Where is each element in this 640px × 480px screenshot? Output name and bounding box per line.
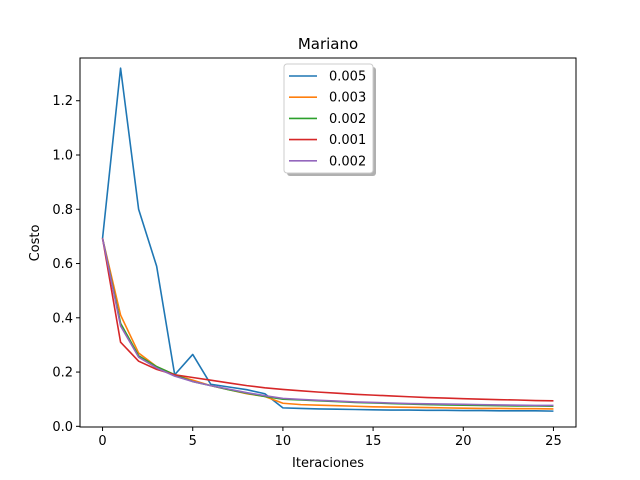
y-tick-label: 0.8: [52, 203, 73, 218]
x-tick-label: 0: [98, 434, 106, 449]
y-tick-label: 1.0: [52, 148, 73, 163]
x-tick-label: 15: [365, 434, 382, 449]
y-tick-label: 0.4: [52, 311, 73, 326]
x-tick-label: 20: [455, 434, 472, 449]
series-line-0: [101, 67, 554, 412]
y-tick-label: 0.6: [52, 257, 73, 272]
x-tick-label: 10: [275, 434, 292, 449]
x-tick-label: 25: [545, 434, 562, 449]
legend: 0.005 0.003 0.002 0.001 0.002: [283, 63, 376, 176]
y-tick-label: 0.0: [52, 420, 73, 435]
legend-label-3: 0.001: [329, 133, 366, 148]
y-tick-label: 1.2: [52, 94, 73, 109]
y-tick-label: 0.2: [52, 366, 73, 381]
x-tick-label: 5: [189, 434, 197, 449]
series-layer: [101, 67, 554, 412]
axes-layer: 0 5 10 15 20 25 0.0 0.2 0.4 0.6 0.8 1.0 1.2: [52, 57, 577, 449]
legend-label-4: 0.002: [329, 154, 366, 169]
legend-box: [283, 63, 374, 174]
series-line-3: [101, 238, 554, 402]
legend-label-2: 0.002: [329, 112, 366, 127]
x-axis-label: Iteraciones: [292, 456, 364, 471]
y-axis-label: Costo: [28, 225, 43, 262]
axes-frame: [79, 57, 577, 428]
chart-title: Mariano: [298, 35, 358, 53]
legend-label-1: 0.003: [329, 91, 366, 106]
series-line-4: [101, 238, 554, 407]
legend-label-0: 0.005: [329, 70, 366, 85]
